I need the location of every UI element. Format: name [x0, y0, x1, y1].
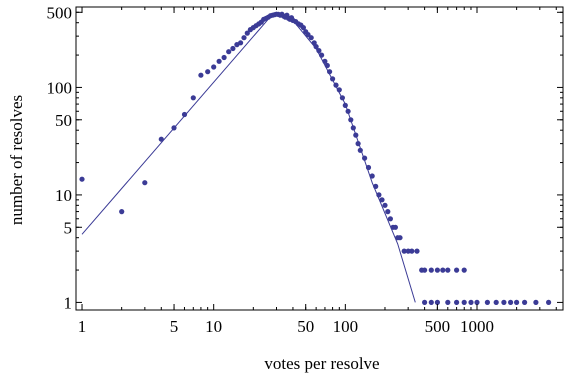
data-point [422, 267, 428, 273]
y-tick-label: 100 [47, 78, 73, 97]
data-point [434, 267, 440, 273]
data-point [330, 76, 336, 82]
data-point [369, 173, 375, 179]
data-point [211, 64, 217, 70]
data-point [422, 299, 428, 305]
data-point [205, 69, 211, 75]
data-point [405, 248, 411, 254]
y-tick-labels: 1 5 10 50 100 500 [47, 3, 73, 312]
data-point [382, 202, 388, 208]
x-tick-label: 100 [333, 317, 359, 336]
plot-frame [75, 6, 564, 311]
data-point [392, 224, 398, 230]
y-tick-label: 50 [55, 111, 72, 130]
data-point [445, 299, 451, 305]
data-point [468, 299, 474, 305]
y-tick-label: 5 [64, 218, 73, 237]
data-point [409, 248, 415, 254]
data-point [336, 87, 342, 93]
data-point [365, 164, 372, 171]
data-point [181, 111, 188, 118]
data-point [434, 299, 440, 305]
x-tick-labels: 1 5 10 50 100 500 1000 [78, 317, 494, 336]
data-point [216, 58, 222, 64]
data-point [376, 192, 382, 198]
data-point [454, 299, 460, 305]
x-tick-label: 500 [425, 317, 451, 336]
data-point [142, 180, 148, 186]
data-point [348, 117, 354, 123]
data-point [355, 141, 361, 147]
data-point [339, 95, 345, 101]
x-axis-title: votes per resolve [264, 354, 379, 373]
y-axis-title: number of resolves [7, 95, 26, 225]
data-point [461, 267, 467, 273]
data-point [230, 45, 236, 52]
data-point [501, 299, 507, 305]
data-point [241, 35, 247, 41]
data-point [342, 102, 348, 108]
data-point [428, 299, 434, 305]
data-point [305, 31, 311, 38]
data-point [350, 125, 356, 131]
data-point [190, 95, 196, 101]
x-tick-label: 10 [205, 317, 222, 336]
data-point [308, 35, 314, 41]
x-tick-label: 5 [170, 317, 179, 336]
y-tick-label: 1 [64, 293, 73, 312]
data-point [440, 267, 446, 273]
data-point [484, 299, 490, 305]
data-point [238, 40, 244, 46]
data-point [244, 30, 250, 36]
data-point [319, 52, 325, 58]
x-tick-label: 1 [78, 317, 87, 336]
data-point [445, 267, 451, 273]
data-point [119, 209, 125, 215]
data-point [171, 125, 177, 131]
data-point [226, 49, 232, 55]
data-point [514, 299, 520, 305]
y-tick-label: 10 [55, 186, 72, 205]
x-tick-label: 1000 [460, 317, 494, 336]
data-point [546, 299, 552, 305]
data-point [357, 147, 363, 153]
data-point [333, 82, 339, 88]
data-point [327, 69, 333, 75]
data-point [397, 235, 403, 241]
y-tick-label: 500 [47, 3, 73, 22]
data-point [387, 216, 393, 222]
data-point [522, 299, 528, 305]
data-point [79, 176, 85, 182]
data-point [198, 72, 204, 78]
data-point [461, 299, 467, 305]
data-point [493, 299, 499, 305]
data-point [158, 136, 164, 142]
data-point [316, 48, 322, 54]
data-point [322, 58, 328, 64]
data-point [313, 44, 319, 50]
data-point [414, 248, 420, 254]
data-point [373, 183, 379, 189]
data-point [300, 25, 306, 31]
plot-area [79, 11, 552, 305]
data-point [401, 248, 407, 254]
data-point [533, 299, 539, 305]
data-point [379, 197, 385, 203]
x-tick-label: 50 [297, 317, 314, 336]
data-point [345, 108, 351, 114]
data-point [324, 62, 330, 69]
axis-ticks [76, 7, 563, 310]
data-point [428, 267, 434, 273]
data-point [474, 299, 480, 305]
data-point [221, 54, 227, 61]
data-point [454, 267, 460, 273]
data-point [508, 299, 514, 305]
data-point [385, 209, 391, 215]
data-point [362, 155, 368, 161]
data-point [353, 132, 359, 138]
